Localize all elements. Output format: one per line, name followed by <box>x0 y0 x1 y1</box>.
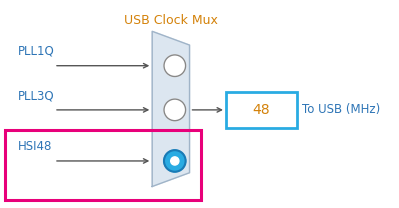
Bar <box>226 92 296 128</box>
Text: HSI48: HSI48 <box>18 140 52 153</box>
Circle shape <box>164 55 186 77</box>
Circle shape <box>164 150 186 172</box>
Text: PLL1Q: PLL1Q <box>18 45 54 58</box>
Circle shape <box>171 157 179 165</box>
Polygon shape <box>152 31 190 187</box>
Text: USB Clock Mux: USB Clock Mux <box>124 14 218 27</box>
Circle shape <box>164 99 186 121</box>
Bar <box>5 130 201 200</box>
Text: PLL3Q: PLL3Q <box>18 89 54 102</box>
Text: To USB (MHz): To USB (MHz) <box>302 103 381 116</box>
Text: 48: 48 <box>253 103 270 117</box>
